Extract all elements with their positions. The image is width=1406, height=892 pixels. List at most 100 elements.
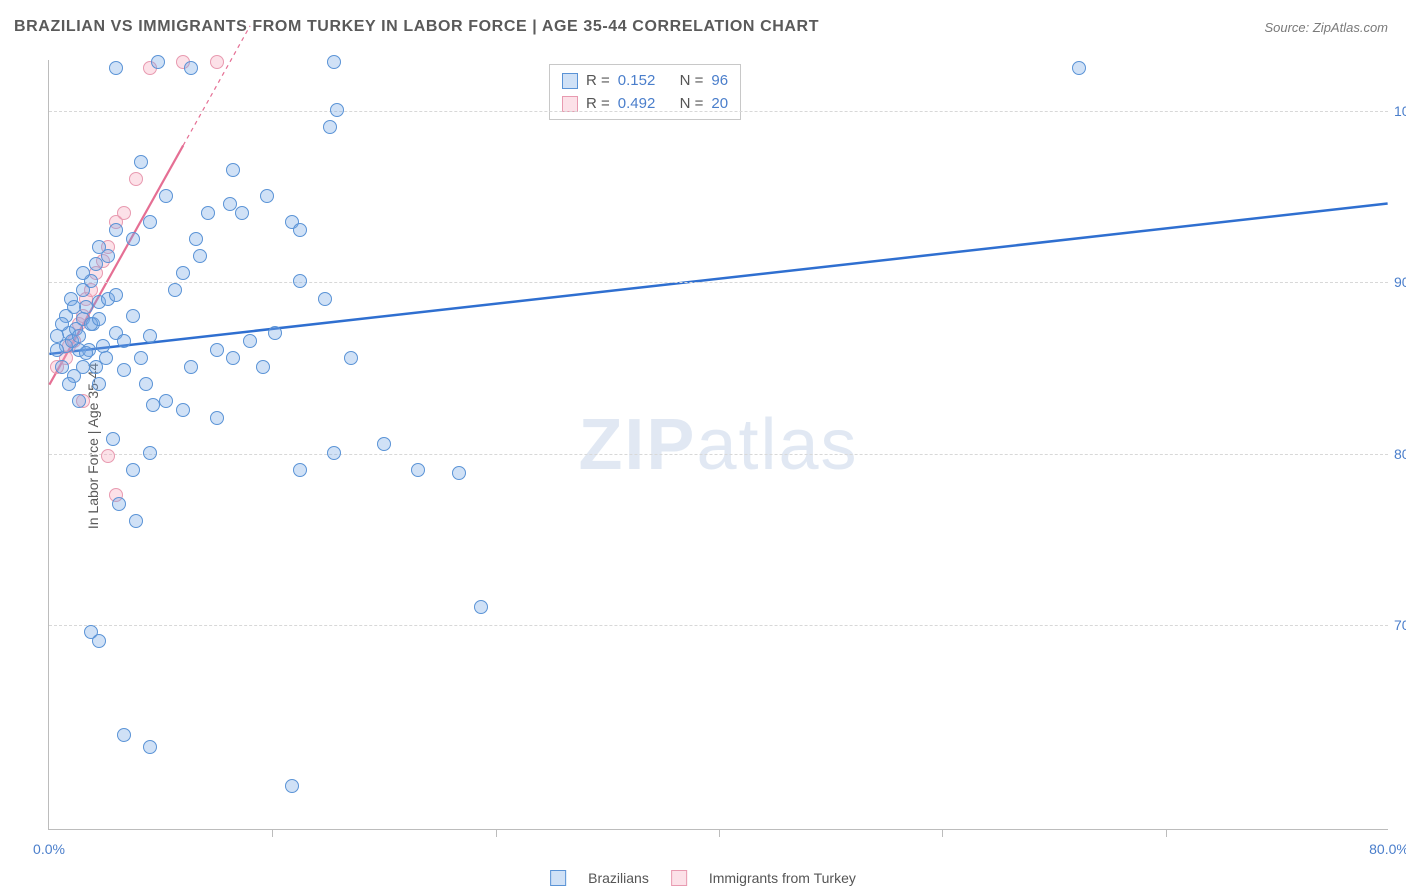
data-point: [330, 103, 344, 117]
data-point: [106, 432, 120, 446]
data-point: [168, 283, 182, 297]
data-point: [176, 403, 190, 417]
data-point: [260, 189, 274, 203]
data-point: [67, 300, 81, 314]
data-point: [126, 232, 140, 246]
x-tick-label: 0.0%: [33, 841, 65, 857]
data-point: [139, 377, 153, 391]
x-tick: [1166, 829, 1167, 837]
y-tick-label: 70.0%: [1394, 617, 1406, 633]
data-point: [411, 463, 425, 477]
data-point: [117, 334, 131, 348]
data-point: [79, 346, 93, 360]
data-point: [50, 343, 64, 357]
data-point: [176, 266, 190, 280]
data-point: [256, 360, 270, 374]
data-point: [76, 266, 90, 280]
data-point: [293, 274, 307, 288]
watermark-atlas: atlas: [696, 405, 858, 485]
x-tick: [719, 829, 720, 837]
stats-n-label: N =: [680, 72, 704, 89]
gridline: [49, 625, 1388, 626]
data-point: [109, 61, 123, 75]
stats-r-label-2: R =: [586, 95, 610, 112]
legend-swatch-blue: [562, 73, 578, 89]
data-point: [143, 215, 157, 229]
data-point: [92, 377, 106, 391]
data-point: [268, 326, 282, 340]
x-tick-label: 80.0%: [1369, 841, 1406, 857]
data-point: [126, 463, 140, 477]
data-point: [72, 329, 86, 343]
data-point: [134, 155, 148, 169]
data-point: [117, 206, 131, 220]
data-point: [235, 206, 249, 220]
data-point: [134, 351, 148, 365]
data-point: [129, 514, 143, 528]
data-point: [318, 292, 332, 306]
data-point: [226, 351, 240, 365]
data-point: [72, 394, 86, 408]
x-tick: [942, 829, 943, 837]
stats-r-label: R =: [586, 72, 610, 89]
data-point: [201, 206, 215, 220]
data-point: [377, 437, 391, 451]
data-point: [293, 463, 307, 477]
y-tick-label: 80.0%: [1394, 446, 1406, 462]
bottom-legend-blue: Brazilians: [588, 870, 649, 886]
gridline: [49, 282, 1388, 283]
data-point: [285, 779, 299, 793]
x-tick: [272, 829, 273, 837]
watermark-zip: ZIP: [578, 405, 696, 485]
stats-n-pink: 20: [711, 95, 728, 112]
gridline: [49, 111, 1388, 112]
data-point: [117, 728, 131, 742]
data-point: [92, 312, 106, 326]
y-tick-label: 90.0%: [1394, 274, 1406, 290]
chart-title: BRAZILIAN VS IMMIGRANTS FROM TURKEY IN L…: [14, 18, 819, 36]
data-point: [126, 309, 140, 323]
data-point: [159, 189, 173, 203]
trend-lines-svg: [49, 60, 1388, 829]
data-point: [323, 120, 337, 134]
data-point: [129, 172, 143, 186]
stats-r-blue: 0.152: [618, 72, 656, 89]
data-point: [151, 55, 165, 69]
bottom-legend-pink: Immigrants from Turkey: [709, 870, 856, 886]
data-point: [62, 377, 76, 391]
data-point: [193, 249, 207, 263]
data-point: [92, 634, 106, 648]
data-point: [243, 334, 257, 348]
source-label: Source: ZipAtlas.com: [1264, 20, 1388, 35]
data-point: [452, 466, 466, 480]
stats-r-pink: 0.492: [618, 95, 656, 112]
x-tick: [496, 829, 497, 837]
data-point: [50, 329, 64, 343]
data-point: [159, 394, 173, 408]
data-point: [327, 55, 341, 69]
data-point: [143, 329, 157, 343]
data-point: [112, 497, 126, 511]
data-point: [327, 446, 341, 460]
stats-n-label-2: N =: [680, 95, 704, 112]
stats-n-blue: 96: [711, 72, 728, 89]
data-point: [143, 740, 157, 754]
y-tick-label: 100.0%: [1394, 103, 1406, 119]
bottom-swatch-pink: [671, 870, 687, 886]
data-point: [344, 351, 358, 365]
bottom-legend: Brazilians Immigrants from Turkey: [550, 870, 856, 886]
data-point: [210, 411, 224, 425]
data-point: [55, 360, 69, 374]
data-point: [76, 360, 90, 374]
data-point: [293, 223, 307, 237]
data-point: [1072, 61, 1086, 75]
data-point: [99, 351, 113, 365]
data-point: [143, 446, 157, 460]
data-point: [117, 363, 131, 377]
watermark: ZIPatlas: [578, 404, 858, 486]
data-point: [226, 163, 240, 177]
plot-area: ZIPatlas R = 0.152 N = 96 R = 0.492 N = …: [48, 60, 1388, 830]
data-point: [146, 398, 160, 412]
data-point: [189, 232, 203, 246]
data-point: [109, 223, 123, 237]
